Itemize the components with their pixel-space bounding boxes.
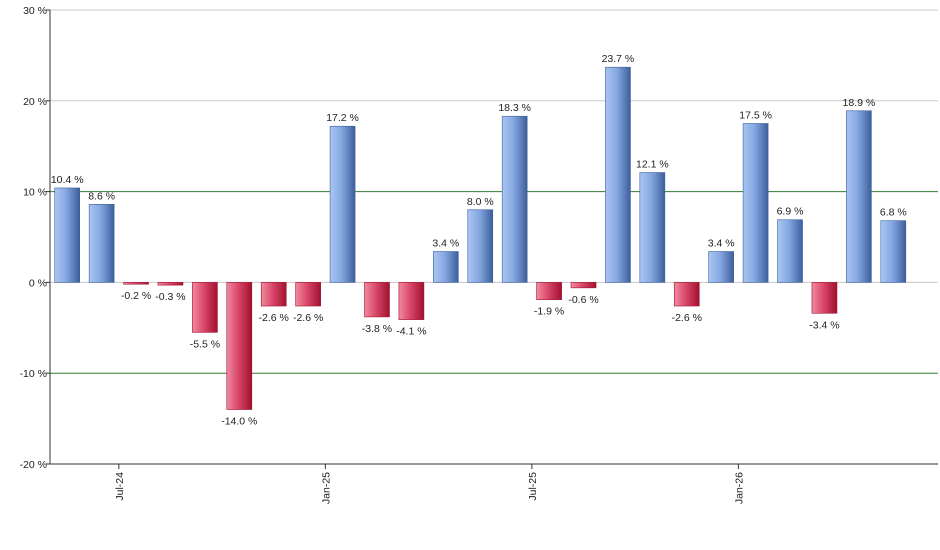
data-label: 17.5 %	[739, 110, 772, 122]
bar	[260, 282, 287, 307]
data-label: 6.9 %	[777, 206, 804, 218]
data-label: -4.1 %	[396, 326, 426, 338]
data-label: -2.6 %	[293, 312, 323, 324]
bar	[536, 282, 562, 300]
bar	[433, 251, 459, 283]
data-label: 3.4 %	[708, 238, 735, 250]
bar	[777, 219, 803, 283]
bar	[570, 282, 597, 289]
data-label: -1.9 %	[534, 306, 564, 318]
bar	[157, 282, 184, 286]
bar	[811, 282, 838, 314]
data-label: 8.6 %	[88, 190, 115, 202]
data-label: -5.5 %	[190, 338, 220, 350]
reference-lines	[50, 191, 938, 374]
data-label: -0.2 %	[121, 290, 151, 302]
x-tick-label: Jul-24	[114, 472, 126, 501]
bar	[329, 125, 356, 283]
bar	[398, 282, 425, 320]
bar	[880, 220, 907, 283]
bar	[639, 172, 666, 283]
bar	[708, 251, 734, 283]
data-label: 8.0 %	[467, 196, 494, 208]
data-labels: 10.4 % 8.6 % -0.2 % -0.3 % -5.5 % -14.0 % -2.6…	[51, 53, 907, 427]
bar	[742, 123, 769, 283]
bar	[673, 282, 700, 307]
data-label: 3.4 %	[432, 238, 459, 250]
bar	[364, 282, 390, 318]
bar	[605, 66, 631, 283]
x-tick-label: Jan-26	[733, 472, 745, 504]
y-tick-label: 20 %	[23, 96, 47, 108]
bar	[467, 209, 494, 283]
bar	[192, 282, 218, 333]
bar	[846, 110, 872, 283]
bars	[54, 66, 907, 410]
x-tick-label: Jan-25	[320, 472, 332, 504]
bar	[501, 115, 528, 283]
data-label: 18.9 %	[843, 97, 876, 109]
y-tick-label: 0 %	[29, 277, 47, 289]
bar	[226, 282, 253, 410]
y-tick-label: -10 %	[20, 368, 47, 380]
bar	[123, 282, 149, 285]
x-tick-label: Jul-25	[527, 472, 539, 501]
gridlines	[50, 9, 938, 465]
data-label: 17.2 %	[326, 112, 359, 124]
y-tick-label: 10 %	[23, 187, 47, 199]
bar	[88, 204, 115, 283]
data-label: -0.3 %	[155, 291, 185, 303]
data-label: -0.6 %	[568, 294, 598, 306]
data-label: -2.6 %	[259, 312, 289, 324]
bar	[54, 187, 81, 283]
data-label: -2.6 %	[672, 312, 702, 324]
bar	[295, 282, 321, 307]
data-label: 23.7 %	[602, 53, 635, 65]
y-tick-label: 30 %	[23, 5, 47, 17]
data-label: 10.4 %	[51, 174, 84, 186]
data-label: -14.0 %	[221, 416, 257, 428]
data-label: -3.8 %	[362, 323, 392, 335]
axes: -20 % -10 % 0 % 10 % 20 % 30 % Jul-24 Jan-25 Jul…	[20, 5, 938, 504]
data-label: 18.3 %	[498, 102, 531, 114]
data-label: 6.8 %	[880, 207, 907, 219]
data-label: -3.4 %	[809, 319, 839, 331]
y-tick-label: -20 %	[20, 459, 47, 471]
data-label: 12.1 %	[636, 159, 669, 171]
